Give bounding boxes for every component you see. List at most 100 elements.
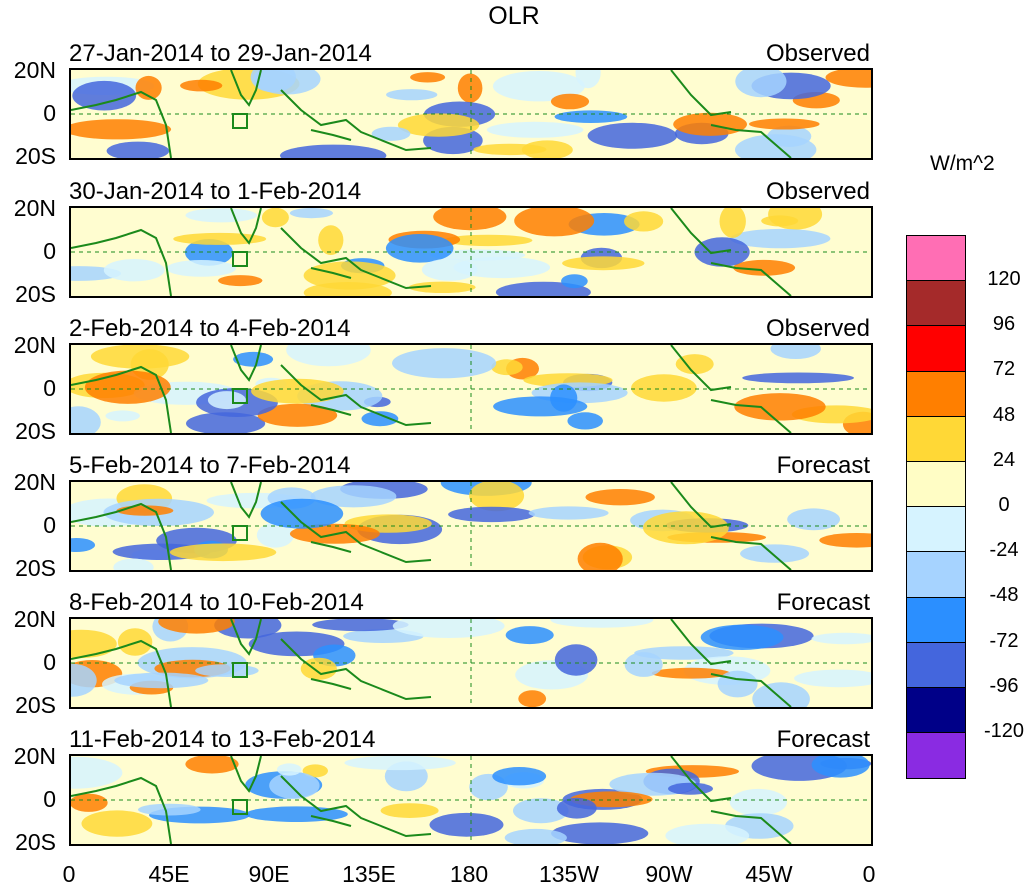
olr-anomaly-blob	[735, 70, 787, 98]
olr-anomaly-blob	[787, 508, 840, 531]
colorbar-swatch	[907, 642, 965, 688]
coastline	[310, 404, 352, 416]
coastline	[71, 228, 172, 296]
lat-label-20s: 20S	[15, 829, 56, 855]
olr-anomaly-blob	[260, 498, 344, 529]
olr-anomaly-blob	[269, 772, 320, 799]
coastline	[710, 536, 792, 570]
olr-anomaly-blob	[289, 208, 333, 219]
olr-anomaly-blob	[819, 533, 871, 548]
colorbar-label: 72	[992, 358, 1016, 381]
olr-anomaly-blob	[90, 345, 190, 369]
olr-anomaly-blob	[749, 118, 820, 130]
olr-anomaly-blob	[794, 669, 871, 688]
lat-label-20n: 20N	[13, 195, 56, 221]
colorbar-label: -120	[983, 720, 1025, 742]
olr-anomaly-blob	[675, 354, 714, 375]
olr-anomaly-blob	[742, 372, 854, 384]
lon-label: 90W	[645, 861, 693, 887]
olr-anomaly-blob	[770, 345, 821, 359]
olr-anomaly-blob	[469, 482, 525, 512]
coastline	[71, 502, 172, 570]
olr-anomaly-blob	[169, 543, 277, 562]
olr-anomaly-blob	[385, 234, 454, 263]
olr-anomaly-blob	[556, 797, 597, 819]
panel-period: 8-Feb-2014 to 10-Feb-2014	[69, 589, 364, 616]
olr-anomaly-blob	[303, 261, 396, 290]
lat-label-eq: 0	[43, 238, 56, 264]
olr-anomaly-blob	[651, 667, 731, 679]
panel-status: Observed	[765, 178, 870, 205]
olr-anomaly-blob	[303, 282, 392, 296]
lat-label-20s: 20S	[15, 143, 56, 169]
olr-anomaly-blob	[71, 406, 101, 433]
colorbar-swatch	[907, 281, 965, 327]
colorbar-swatch	[907, 552, 965, 598]
olr-anomaly-blob	[811, 756, 870, 778]
olr-anomaly-blob	[504, 828, 567, 844]
olr-anomaly-blob	[735, 134, 817, 158]
olr-field	[71, 619, 871, 707]
coastline	[230, 70, 262, 107]
coastline	[710, 262, 792, 296]
olr-anomaly-blob	[180, 79, 223, 92]
olr-anomaly-blob	[551, 822, 649, 844]
colorbar-swatch	[907, 597, 965, 643]
olr-anomaly-blob	[207, 391, 246, 410]
olr-anomaly-blob	[473, 143, 547, 156]
olr-anomaly-blob	[397, 113, 480, 137]
olr-anomaly-blob	[561, 274, 588, 289]
coastline	[71, 365, 172, 433]
olr-anomaly-blob	[513, 798, 569, 824]
coastline	[710, 124, 792, 158]
olr-anomaly-blob	[72, 80, 137, 111]
coastline	[280, 501, 432, 564]
olr-anomaly-blob	[410, 72, 446, 83]
olr-anomaly-blob	[811, 632, 871, 645]
olr-anomaly-blob	[491, 359, 523, 376]
map-frame	[69, 754, 873, 846]
olr-anomaly-blob	[665, 823, 750, 844]
olr-anomaly-blob	[105, 410, 140, 422]
olr-anomaly-blob	[643, 511, 729, 545]
olr-anomaly-blob	[730, 228, 831, 249]
olr-anomaly-blob	[280, 144, 387, 158]
colorbar-swatch	[907, 461, 965, 508]
coastline	[71, 776, 172, 844]
olr-anomaly-blob	[673, 112, 747, 136]
olr-anomaly-blob	[577, 542, 623, 570]
colorbar-label: 120	[987, 268, 1021, 290]
olr-anomaly-blob	[518, 690, 547, 707]
coastline	[71, 639, 172, 707]
lat-label-20n: 20N	[13, 332, 56, 358]
panel-period: 11-Feb-2014 to 13-Feb-2014	[69, 726, 376, 753]
colorbar-swatch	[907, 733, 965, 779]
olr-anomaly-blob	[587, 122, 678, 149]
olr-anomaly-blob	[185, 756, 239, 774]
panel-period: 30-Jan-2014 to 1-Feb-2014	[69, 178, 362, 205]
map-frame	[69, 68, 873, 160]
olr-anomaly-blob	[492, 767, 547, 786]
olr-anomaly-blob	[740, 544, 810, 563]
lon-label: 45E	[148, 861, 190, 887]
olr-anomaly-blob	[624, 211, 664, 232]
olr-anomaly-blob	[186, 412, 266, 433]
olr-panel-2: 30-Jan-2014 to 1-Feb-2014 Observed 20N 0…	[0, 178, 890, 306]
coastline	[230, 208, 262, 245]
map-frame	[69, 343, 873, 435]
olr-anomaly-blob	[567, 412, 603, 430]
colorbar-swatch	[907, 507, 965, 553]
olr-anomaly-blob	[433, 208, 507, 231]
map-frame	[69, 617, 873, 709]
olr-field	[71, 345, 871, 433]
olr-anomaly-blob	[113, 558, 154, 570]
olr-field	[71, 482, 871, 570]
olr-field	[71, 208, 871, 296]
colorbar-label: -24	[989, 539, 1019, 562]
olr-anomaly-blob	[71, 119, 172, 140]
colorbar	[906, 235, 966, 780]
olr-anomaly-blob	[733, 259, 796, 276]
olr-anomaly-blob	[550, 384, 578, 412]
olr-anomaly-blob	[318, 225, 344, 255]
olr-anomaly-blob	[585, 489, 655, 506]
